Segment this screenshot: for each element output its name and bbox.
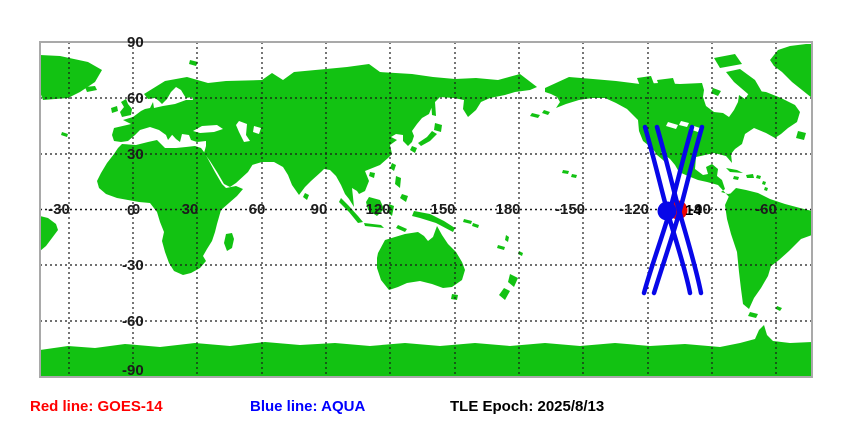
caspian-sea [236,121,250,142]
island-great-britain [120,99,132,117]
island-honshu [418,131,437,146]
lon-label: 30 [182,201,199,218]
island-tierra-del-fuego [748,312,758,318]
legend-red-line: Red line: GOES-14 [30,398,163,415]
legend-bar: Red line: GOES-14 Blue line: AQUA TLE Ep… [0,392,850,425]
island-newfoundland [796,131,806,140]
island-banks [637,76,654,86]
lon-label: -90 [689,201,711,218]
island-svalbard [189,60,198,66]
island-sumatra [339,198,363,223]
island-victoria [657,78,676,89]
lat-label: 30 [127,146,144,163]
island-new-guinea [412,211,455,232]
island-baffin [726,69,762,94]
island-sri-lanka [303,193,309,200]
legend-blue-line: Blue line: AQUA [250,398,366,415]
island-ireland [111,106,118,113]
graticule-layer [40,42,812,377]
inland-water-layer [193,121,700,142]
island-taiwan [390,163,396,171]
landmass-north-america [545,77,800,198]
landmass-greenland-east [40,55,102,100]
black-sea [193,125,223,133]
island-ellesmere [714,54,742,68]
landmass-brazil-east-sliver [40,216,58,251]
lon-label: -120 [619,201,649,218]
longitude-labels: -30 0 30 60 90 120 150 180 -150 -120 -90… [48,201,777,218]
island-cuba [726,168,743,173]
island-new-caledonia [497,245,505,250]
island-hainan [369,172,375,178]
island-vanuatu [472,223,479,228]
island-java [364,223,384,228]
island-kyushu [410,146,417,153]
legend-tle-epoch: TLE Epoch: 2025/8/13 [450,398,605,415]
world-map: -30 0 30 60 90 120 150 180 -150 -120 -90… [39,34,813,379]
island-hispaniola [746,174,754,178]
island-hawaii [562,170,577,178]
island-nz-south [499,288,510,300]
landmass-greenland-west [770,44,812,98]
island-solomons [463,219,472,224]
island-nz-north [508,274,518,287]
map-border [39,41,813,378]
lon-label: 90 [311,201,328,218]
island-southampton [711,88,721,96]
lon-label: 60 [249,201,266,218]
lat-label: 60 [127,90,144,107]
aqua-marker-dot [657,201,677,221]
island-sakhalin [431,101,436,116]
island-iceland [85,86,97,92]
island-timor [396,225,407,232]
island-luzon [395,176,401,188]
lon-label: 120 [365,201,390,218]
island-jamaica [733,176,739,180]
latitude-labels: 90 60 30 0 -30 -60 -90 [122,34,144,379]
island-borneo [366,197,384,216]
island-hokkaido [434,123,442,132]
map-canvas: -30 0 30 60 90 120 150 180 -150 -120 -90… [39,34,813,379]
lon-label: -30 [48,201,70,218]
aqua-track-ascending-2 [651,124,705,296]
island-puerto-rico [756,175,761,179]
lat-label: -60 [122,313,144,330]
lat-label: 90 [127,34,144,51]
landmass-australia [377,226,465,290]
goes14-marker-label: 14 [685,202,702,219]
island-santa-cruz [505,235,509,242]
lon-label: -60 [755,201,777,218]
island-falkland [776,306,782,311]
continents-layer [40,44,812,377]
landmass-antarctica [40,325,812,377]
landmass-eurasia [112,64,537,207]
island-madagascar [224,233,234,251]
lon-label: 150 [430,201,455,218]
island-aleutians [530,110,550,118]
lat-label: -30 [122,257,144,274]
lat-label: 0 [127,202,135,219]
island-mindanao [400,194,408,202]
island-antilles [762,181,768,191]
island-canary [61,132,68,137]
aral-sea [253,126,261,134]
lat-label: -90 [122,362,144,379]
lon-label: 0 [132,201,140,218]
lon-label: -150 [555,201,585,218]
landmass-south-america [725,188,812,309]
lon-label: 180 [495,201,520,218]
